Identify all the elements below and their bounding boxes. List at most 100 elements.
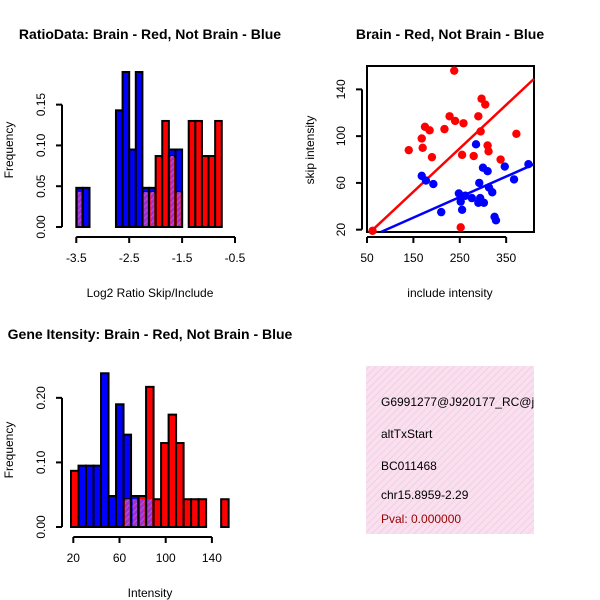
scatter-point-blue [475,178,484,188]
scatter-point-blue [454,189,464,198]
scatter-point-red [425,126,434,135]
ratio-histogram-bar-overlap [150,191,155,226]
intensity-histogram-ylabel: Frequency [2,422,16,479]
intensity-histogram-bar-brain [190,498,200,528]
intensity-histogram-y-axis: 0.00 0.10 0.20 [34,386,63,539]
intensity-histogram-bar-overlap [125,499,130,526]
ratio-histogram-bar-brain [214,119,223,228]
ratio-histogram-xlabel: Log2 Ratio Skip/Include [87,286,214,300]
ratio-histogram: RatioData: Brain - Red, Not Brain - Blue… [2,26,281,300]
scatter-fit-lines [370,77,535,234]
info-event-type: altTxStart [381,427,433,441]
intensity-histogram-x-tick-label: 140 [202,551,222,565]
ratio-histogram-y-tick-label: 0.10 [34,133,48,157]
scatter-point-blue [509,175,519,184]
scatter-point-red [445,112,454,121]
ratio-histogram-bar-overlap [170,156,174,226]
scatter-point-red [469,151,478,161]
scatter-point-blue [479,198,489,207]
scatter-point-blue [437,207,446,217]
scatter-point-red [456,223,465,232]
ratio-histogram-bar-overlap [143,191,148,226]
intensity-histogram-bar-not-brain [100,372,110,528]
intensity-histogram-bar-overlap [147,499,153,526]
scatter-x-tick-label: 50 [360,251,374,265]
ratio-histogram-x-axis: -3.5 -2.5 -1.5 -0.5 [66,236,246,265]
ratio-histogram-bar-not-brain [134,71,144,228]
intensity-histogram-bar-brain [167,413,178,528]
ratio-histogram-bar-overlap [176,191,181,226]
ratio-histogram-y-tick-label: 0.05 [34,174,48,198]
ratio-histogram-bar-overlap [77,191,82,226]
scatter-x-tick-label: 150 [403,251,423,265]
intensity-histogram-bar-brain [220,498,230,528]
intensity-histogram-bar-brain [175,442,185,528]
intensity-histogram-x-tick-label: 100 [156,551,176,565]
intensity-histogram-bar-overlap [132,499,138,526]
intensity-histogram-bar-overlap [140,499,145,526]
scatter-y-axis: 20 60 100 140 [334,79,363,237]
ratio-histogram-y-tick-label: 0.15 [34,93,48,117]
scatter-point-blue [524,159,533,169]
scatter-point-blue [471,140,481,149]
info-event-id: G6991277@J920177_RC@j76 at 15 [381,395,578,409]
intensity-histogram-bar-brain [145,385,155,528]
scatter-point-red [484,147,493,156]
info-panel: G6991277@J920177_RC@j76 at 15 altTxStart… [366,366,578,534]
intensity-histogram-y-tick-label: 0.20 [34,386,48,410]
intensity-histogram-bar-not-brain [107,495,118,528]
scatter-point-red [404,145,413,155]
intensity-histogram-bar-not-brain [85,464,95,529]
scatter-point-blue [421,176,431,185]
scatter-title: Brain - Red, Not Brain - Blue [356,26,544,42]
intensity-histogram-title: Gene Itensity: Brain - Red, Not Brain - … [8,326,293,342]
scatter-point-blue [457,205,467,214]
ratio-histogram-y-axis: 0.00 0.05 0.10 0.15 [34,93,63,239]
scatter-ylabel: skip intensity [303,116,317,185]
scatter-point-red [418,143,427,153]
intensity-histogram: Gene Itensity: Brain - Red, Not Brain - … [2,326,293,600]
intensity-histogram-bar-brain [70,469,80,528]
scatter-point-red [457,150,467,160]
intensity-histogram-bars [70,372,230,529]
info-accession: BC011468 [381,459,437,473]
scatter-point-blue [461,191,470,200]
intensity-histogram-bar-brain [160,442,170,528]
scatter-y-tick-label: 140 [334,79,348,99]
intensity-histogram-x-axis: 20 60 100 140 [67,536,222,565]
ratio-histogram-title: RatioData: Brain - Red, Not Brain - Blue [19,26,281,42]
scatter-y-tick-label: 20 [334,223,348,237]
scatter-point-red [368,226,377,236]
ratio-histogram-y-tick-label: 0.00 [34,215,48,239]
intensity-histogram-x-tick-label: 60 [113,551,127,565]
scatter-point-red [417,134,426,143]
scatter-points [368,66,533,236]
scatter-point-red [512,129,521,139]
scatter-point-red [450,66,459,75]
ratio-histogram-bars [75,71,223,229]
scatter-x-axis: 50 150 250 350 [360,236,516,265]
scatter-point-blue [491,216,501,225]
info-panel-clip: G6991277@J920177_RC@j76 at 15 altTxStart… [381,395,578,526]
intensity-histogram-y-tick-label: 0.00 [34,515,48,539]
intensity-histogram-bar-brain [197,498,208,528]
scatter-point-blue [456,197,465,206]
scatter-point-red [476,127,485,136]
info-location: chr15.8959-2.29 [381,488,469,502]
scatter-fit-line-blue [380,163,535,234]
info-pval: Pval: 0.000000 [381,512,461,526]
intensity-histogram-bar-not-brain [77,464,88,529]
ratio-histogram-x-tick-label: -1.5 [172,251,193,265]
scatter-point-blue [500,162,509,171]
scatter-point-blue [429,179,438,189]
intensity-histogram-bar-brain [152,498,163,528]
scatter-point-red [496,155,505,164]
intensity-histogram-xlabel: Intensity [128,586,173,600]
info-panel-background [366,366,534,534]
intensity-histogram-bar-not-brain [115,403,125,528]
scatter-point-red [427,152,437,162]
scatter-x-tick-label: 250 [450,251,470,265]
scatter-point-red [450,116,460,126]
intensity-histogram-bar-brain [182,498,193,528]
